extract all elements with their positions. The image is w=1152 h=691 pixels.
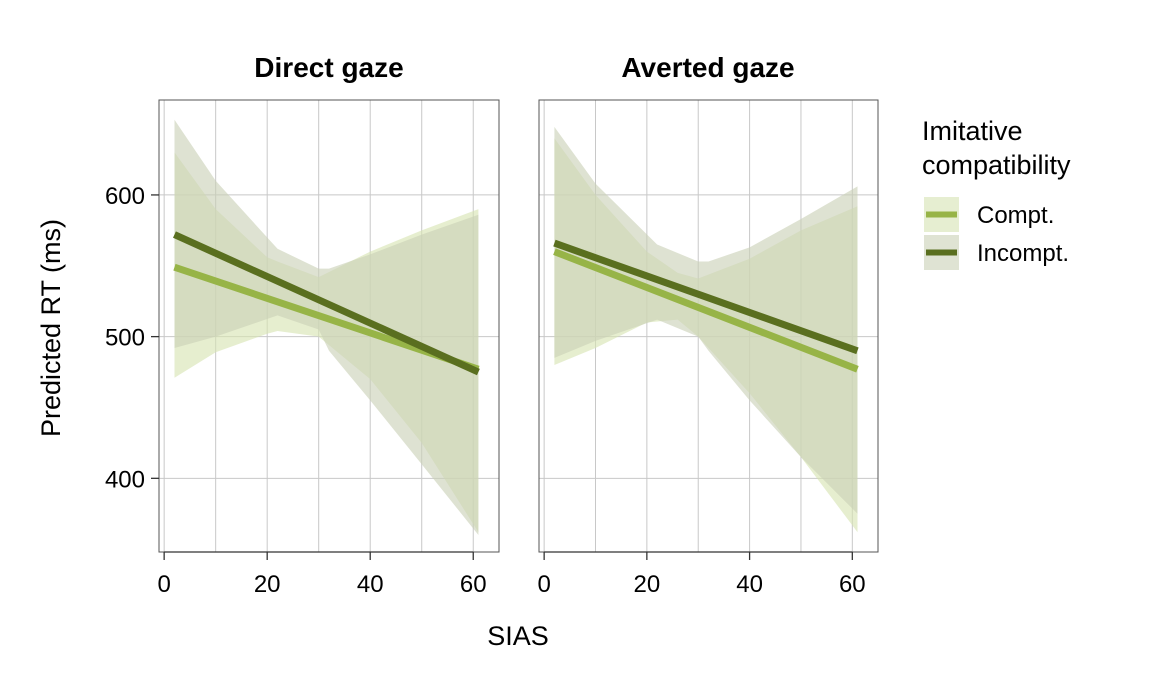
legend-label-compt: Compt. (977, 202, 1054, 229)
x-axis-direct-gaze: 0 20 40 60 (157, 551, 487, 598)
x-tick-label: 20 (254, 571, 281, 598)
facet-title-averted-gaze: Averted gaze (621, 52, 794, 83)
x-tick-label: 0 (157, 571, 170, 598)
y-tick-label: 400 (105, 466, 145, 493)
x-tick-label: 60 (460, 571, 487, 598)
y-tick-label: 500 (105, 325, 145, 352)
x-tick-label: 40 (736, 571, 763, 598)
x-tick-label: 60 (839, 571, 866, 598)
x-tick-label: 0 (537, 571, 550, 598)
series-line-incompt (173, 231, 480, 376)
y-axis: 400 500 600 (105, 183, 159, 493)
x-axis-title: SIAS (487, 621, 549, 651)
y-axis-title: Predicted RT (ms) (36, 219, 66, 437)
x-axis-averted-gaze: 0 20 40 60 (537, 551, 866, 598)
legend-title-line1: Imitative (922, 116, 1023, 146)
series-line-compt (553, 248, 859, 373)
facet-title-direct-gaze: Direct gaze (254, 52, 403, 83)
legend: Imitative compatibility Compt. Incompt. (922, 116, 1071, 270)
panel-direct-gaze: Direct gaze (158, 52, 500, 553)
confidence-band-incompt (554, 126, 858, 514)
legend-label-incompt: Incompt. (977, 240, 1069, 267)
panel-averted-gaze: Averted gaze (538, 52, 879, 553)
x-tick-label: 40 (357, 571, 384, 598)
legend-title-line2: compatibility (922, 150, 1071, 180)
series-line-incompt (553, 239, 859, 355)
confidence-band-incompt (174, 119, 479, 536)
x-tick-label: 20 (634, 571, 661, 598)
y-tick-label: 600 (105, 183, 145, 210)
